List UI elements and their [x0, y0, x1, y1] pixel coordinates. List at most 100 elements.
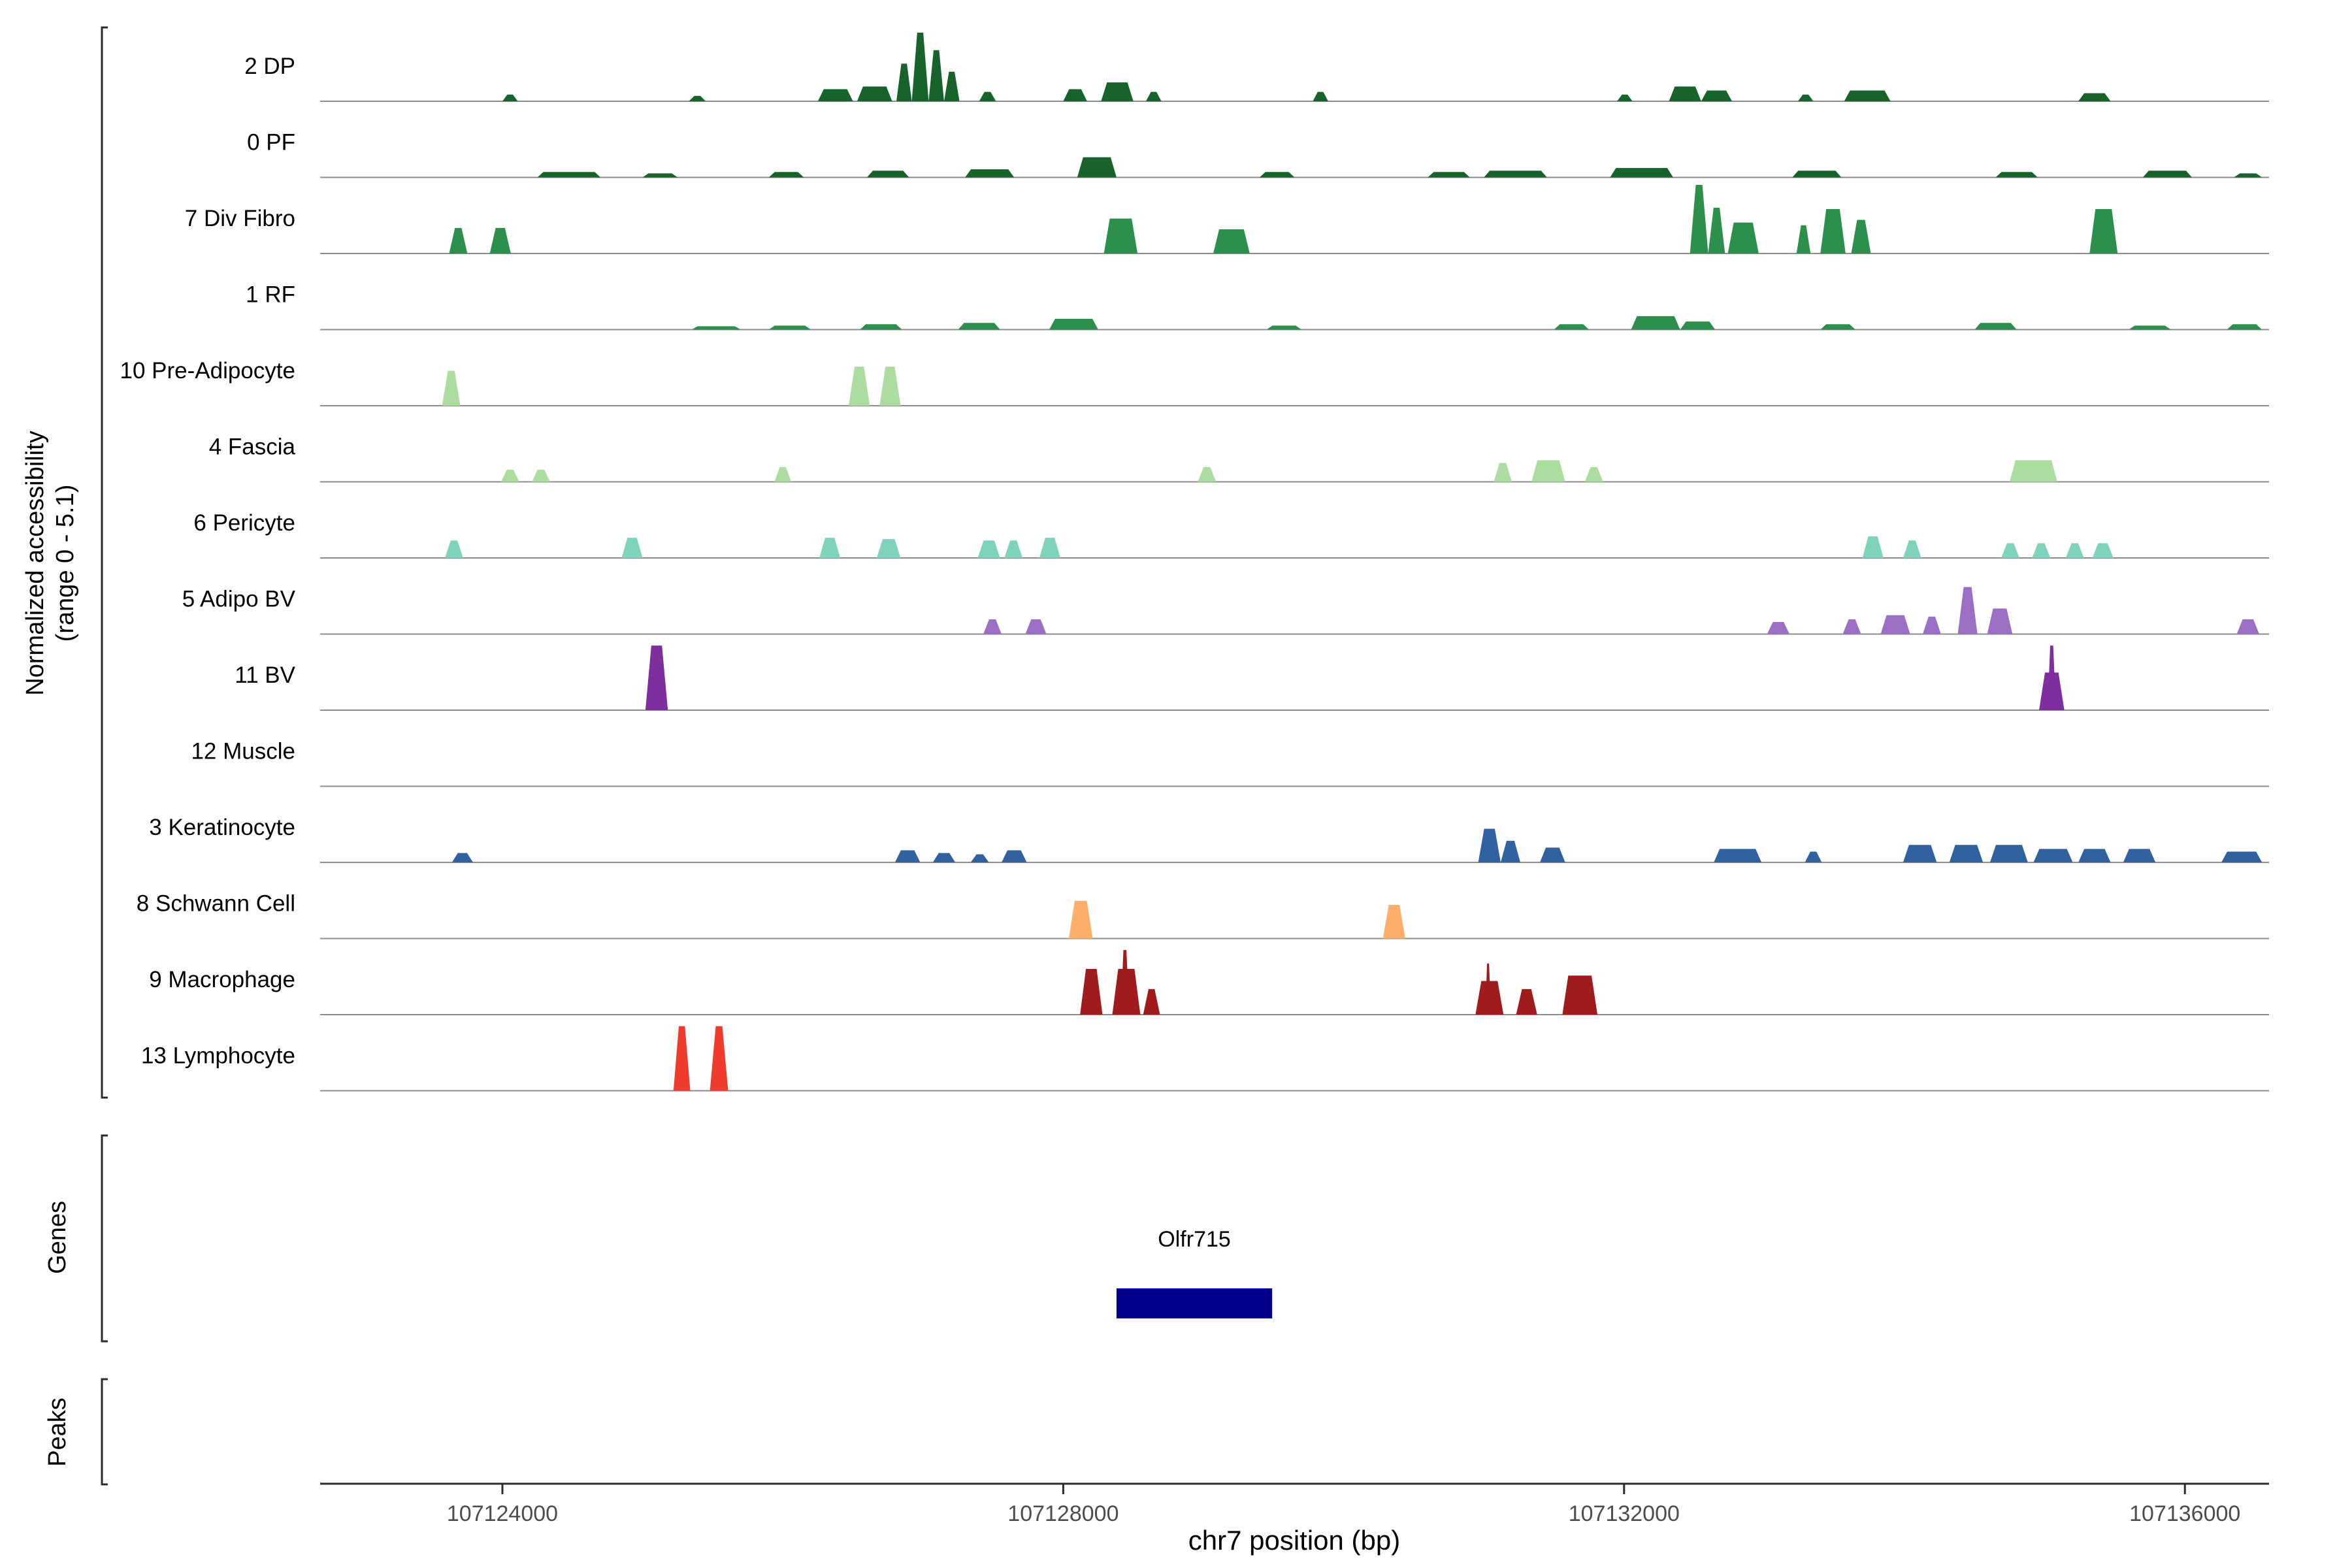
signal-peak-5-adipo-bv: [2236, 619, 2259, 634]
signal-peak-2-dp: [1669, 86, 1701, 101]
signal-peak-2-dp: [1701, 90, 1733, 101]
signal-peak-0-pf: [965, 169, 1015, 178]
signal-peak-13-lymphocyte: [710, 1026, 728, 1091]
signal-peak-3-keratinocyte: [1714, 849, 1762, 862]
track-label-0-pf: 0 PF: [247, 130, 295, 155]
signal-peak-6-pericyte: [819, 538, 841, 558]
signal-peak-3-keratinocyte: [894, 850, 921, 862]
signal-peak-5-adipo-bv: [983, 619, 1002, 634]
signal-peak-1-rf: [2227, 324, 2262, 330]
signal-peak-5-adipo-bv: [1767, 621, 1790, 634]
signal-peak-1-rf: [1680, 321, 1716, 330]
signal-peak-3-keratinocyte: [2078, 849, 2111, 862]
signal-peak-7-div-fibro: [1690, 185, 1708, 253]
signal-peak-2-dp: [2078, 93, 2111, 101]
signal-peak-0-pf: [2142, 171, 2192, 178]
track-label-12-muscle: 12 Muscle: [191, 739, 295, 764]
signal-peak-11-bv: [2047, 645, 2056, 710]
signal-peak-3-keratinocyte: [932, 853, 956, 862]
signal-peak-2-dp: [1313, 91, 1329, 101]
signal-peak-2-dp: [928, 50, 944, 101]
signal-peak-0-pf: [2234, 173, 2262, 178]
x-axis-tick-label: 107136000: [2129, 1501, 2240, 1526]
signal-peak-2-dp: [502, 94, 518, 101]
signal-peak-5-adipo-bv: [1957, 587, 1978, 634]
signal-peak-6-pericyte: [444, 540, 463, 558]
peaks-axis-bracket: [101, 1378, 108, 1486]
gene-name-label: Olfr715: [1158, 1227, 1231, 1252]
x-axis-ticks-group: 107124000 107128000 107132000 107136000: [447, 1484, 2240, 1526]
signal-peak-4-fascia: [1584, 466, 1603, 482]
signal-peak-4-fascia: [1494, 463, 1512, 482]
track-label-3-keratinocyte: 3 Keratinocyte: [149, 815, 295, 840]
signal-peak-2-dp: [1617, 94, 1633, 101]
signal-peak-3-keratinocyte: [970, 854, 989, 862]
signal-peak-3-keratinocyte: [1478, 828, 1501, 862]
signal-peak-7-div-fibro: [489, 227, 511, 253]
signal-peak-0-pf: [1077, 157, 1117, 178]
signal-peak-6-pericyte: [2001, 543, 2020, 558]
gene-track-group: Olfr715: [1116, 1227, 1273, 1318]
signal-peak-0-pf: [1259, 172, 1295, 178]
genes-axis-bracket: [101, 1134, 108, 1343]
signal-peak-7-div-fibro: [1708, 208, 1725, 253]
signal-peak-7-div-fibro: [1851, 220, 1871, 253]
signal-peak-7-div-fibro: [2089, 209, 2118, 253]
signal-peak-6-pericyte: [876, 539, 901, 558]
signal-peak-7-div-fibro: [1727, 222, 1759, 253]
signal-peak-1-rf: [1820, 324, 1855, 330]
signal-peak-2-dp: [1844, 90, 1891, 101]
track-label-13-lymphocyte: 13 Lymphocyte: [141, 1043, 295, 1069]
signal-peak-8-schwann-cell: [1068, 900, 1093, 939]
signal-peak-5-adipo-bv: [1025, 619, 1047, 634]
signal-peak-3-keratinocyte: [1949, 845, 1984, 862]
signal-peak-1-rf: [1266, 325, 1302, 330]
signal-peak-0-pf: [1610, 168, 1673, 178]
signal-peak-0-pf: [1792, 171, 1842, 178]
signal-peak-10-pre-adipocyte: [849, 367, 870, 406]
track-label-9-macrophage: 9 Macrophage: [149, 967, 295, 992]
signal-peak-2-dp: [896, 63, 912, 101]
signal-peak-0-pf: [1484, 171, 1547, 178]
y-axis-label-line1: Normalized accessibility: [22, 431, 49, 695]
signal-peak-9-macrophage: [1562, 975, 1598, 1015]
signal-peak-4-fascia: [500, 469, 519, 482]
signal-peak-6-pericyte: [977, 540, 1000, 558]
signal-peak-10-pre-adipocyte: [442, 370, 461, 406]
signal-peak-13-lymphocyte: [673, 1026, 691, 1091]
signal-peak-0-pf: [866, 171, 909, 178]
track-label-7-div-fibro: 7 Div Fibro: [185, 206, 295, 231]
signal-peak-5-adipo-bv: [1842, 619, 1861, 634]
signal-peak-7-div-fibro: [1820, 209, 1846, 253]
track-label-2-dp: 2 DP: [244, 54, 295, 79]
signal-peak-8-schwann-cell: [1382, 905, 1406, 939]
x-axis-title: chr7 position (bp): [1188, 1525, 1401, 1556]
signal-peak-4-fascia: [532, 469, 550, 482]
signal-peak-6-pericyte: [2092, 543, 2114, 558]
signal-peak-3-keratinocyte: [1805, 851, 1822, 862]
signal-peak-6-pericyte: [1903, 540, 1921, 558]
signal-peak-1-rf: [958, 323, 1000, 330]
signal-peak-9-macrophage: [1143, 988, 1160, 1015]
signal-peak-9-macrophage: [1485, 963, 1491, 1015]
signal-peak-0-pf: [642, 173, 678, 178]
track-label-10-pre-adipocyte: 10 Pre-Adipocyte: [120, 358, 295, 384]
signal-peak-3-keratinocyte: [2123, 849, 2156, 862]
track-label-1-rf: 1 RF: [246, 282, 295, 308]
signal-peak-7-div-fibro: [1213, 229, 1250, 253]
track-label-6-pericyte: 6 Pericyte: [193, 510, 295, 536]
genes-section-label: Genes: [44, 1201, 71, 1274]
signal-peak-2-dp: [817, 89, 853, 101]
signal-peak-6-pericyte: [2032, 543, 2051, 558]
track-label-8-schwann-cell: 8 Schwann Cell: [137, 891, 295, 917]
signal-peak-6-pericyte: [2065, 543, 2084, 558]
signal-peak-3-keratinocyte: [1989, 845, 2028, 862]
signal-peak-1-rf: [1049, 319, 1099, 330]
x-axis-tick-label: 107124000: [447, 1501, 558, 1526]
signal-peak-9-macrophage: [1120, 950, 1130, 1015]
signal-peak-7-div-fibro: [1796, 225, 1811, 253]
signal-peak-2-dp: [857, 86, 892, 101]
x-axis-tick-label: 107128000: [1007, 1501, 1119, 1526]
